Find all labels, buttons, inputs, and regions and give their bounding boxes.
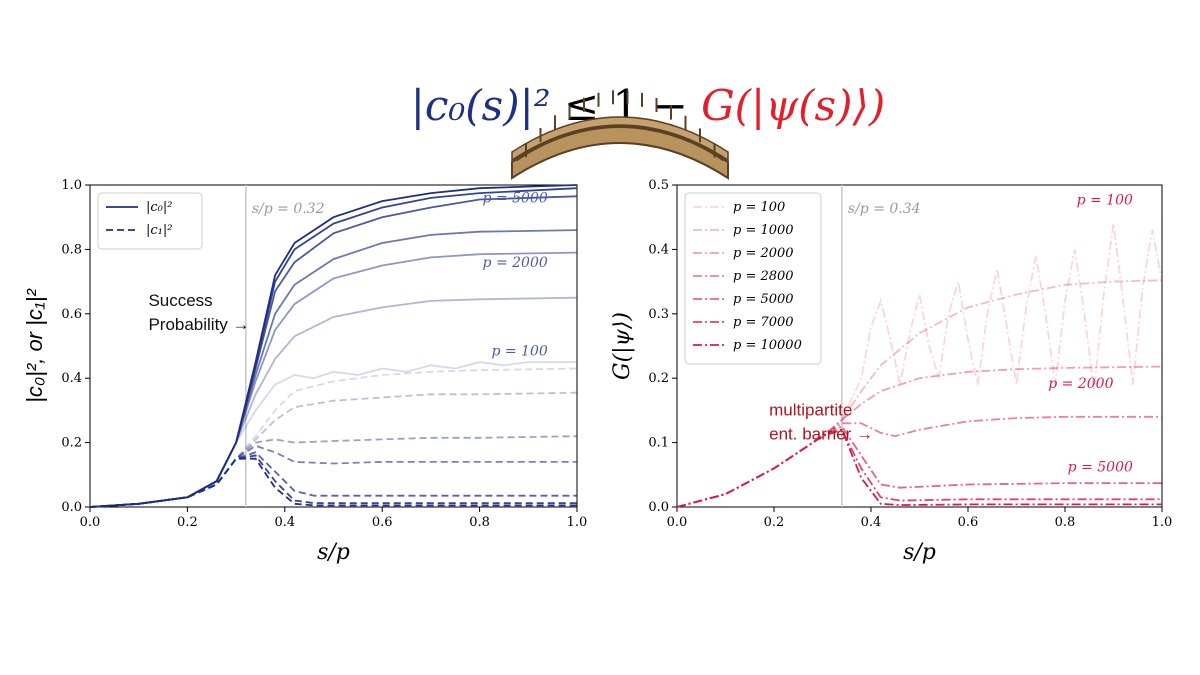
series-line xyxy=(89,457,577,508)
x-tick-label: 0.2 xyxy=(764,515,785,530)
y-tick-label: 0.5 xyxy=(648,178,669,193)
legend-label: p = 100 xyxy=(733,200,785,215)
x-tick-label: 1.0 xyxy=(567,515,588,530)
x-tick-label: 0.0 xyxy=(80,515,101,530)
plot-frame xyxy=(89,184,578,508)
series-line xyxy=(89,444,577,508)
legend-label: p = 10000 xyxy=(733,338,802,353)
series-line xyxy=(89,296,578,508)
legend-label: p = 5000 xyxy=(733,292,794,307)
legend-label: |c₁|² xyxy=(146,223,172,238)
equation-lhs: |c₀(s)|² xyxy=(411,81,551,130)
y-tick-label: 0.8 xyxy=(61,242,82,257)
series-line xyxy=(89,229,578,508)
curve-annotation: p = 100 xyxy=(491,344,547,360)
x-tick-label: 0.4 xyxy=(861,515,882,530)
success-probability-chart: 0.0 0.2 0.4 0.6 0.8 1.0 0.0 0.2 0.4 0.6 0.8 1.0 s/p |… xyxy=(22,178,587,565)
y-tick-label: 0.6 xyxy=(61,307,82,322)
reference-vline-label: s/p = 0.32 xyxy=(252,201,325,217)
series-line xyxy=(676,365,1163,508)
y-axis-label: |c₀|², or |c₁|² xyxy=(22,289,47,403)
legend-label: p = 2800 xyxy=(733,269,794,284)
y-tick-label: 0.2 xyxy=(61,436,82,451)
annotation-text: Success xyxy=(148,291,212,310)
legend-label: p = 2000 xyxy=(733,246,794,261)
legend-label: p = 1000 xyxy=(733,223,794,238)
curve-annotation: p = 5000 xyxy=(483,191,548,207)
curve-annotation: p = 2000 xyxy=(1048,376,1113,392)
series-line xyxy=(89,361,577,508)
x-tick-label: 0.8 xyxy=(1055,515,1076,530)
equation-rhs: G(|ψ(s)⟩) xyxy=(701,81,885,130)
series-line xyxy=(676,428,1162,508)
legend-label: p = 7000 xyxy=(733,315,794,330)
annotation-text: Probability → xyxy=(148,315,249,334)
curve-annotation: p = 100 xyxy=(1077,192,1133,208)
x-tick-label: 0.6 xyxy=(372,515,393,530)
entanglement-chart: 0.0 0.2 0.4 0.6 0.8 1.0 0.0 0.1 0.2 0.3 0.4 0.5 s/p G… xyxy=(610,178,1172,565)
series-line xyxy=(89,435,578,508)
y-tick-label: 0.1 xyxy=(648,436,669,451)
legend-label: |c₀|² xyxy=(146,200,172,215)
y-tick-label: 0.0 xyxy=(648,500,669,515)
curve-annotation: p = 5000 xyxy=(1068,460,1133,476)
series-line xyxy=(89,451,577,508)
y-tick-label: 1.0 xyxy=(61,178,82,193)
arch-bridge-icon xyxy=(511,90,729,180)
x-tick-label: 0.0 xyxy=(667,515,688,530)
x-tick-label: 0.8 xyxy=(469,515,490,530)
title-equation: |c₀(s)|² ≤ 1 − G(|ψ(s)⟩) xyxy=(411,81,885,130)
annotation-text: ent. barrier → xyxy=(769,424,873,443)
series-line xyxy=(89,251,578,508)
plot-frame xyxy=(676,184,1163,508)
y-tick-label: 0.4 xyxy=(648,242,669,257)
series-line xyxy=(676,223,1163,508)
x-tick-label: 0.4 xyxy=(274,515,295,530)
x-tick-label: 1.0 xyxy=(1152,515,1173,530)
series-line xyxy=(89,391,578,508)
series-line xyxy=(89,367,578,508)
y-tick-label: 0.0 xyxy=(61,500,82,515)
y-tick-label: 0.3 xyxy=(648,307,669,322)
x-tick-label: 0.6 xyxy=(958,515,979,530)
reference-vline-label: s/p = 0.34 xyxy=(848,201,921,217)
x-tick-label: 0.2 xyxy=(177,515,198,530)
y-axis-label: G(|ψ⟩) xyxy=(610,312,635,380)
y-tick-label: 0.4 xyxy=(61,371,82,386)
x-axis-label: s/p xyxy=(903,540,936,565)
x-axis-label: s/p xyxy=(317,540,350,565)
y-tick-label: 0.2 xyxy=(648,371,669,386)
annotation-text: multipartite xyxy=(769,400,852,419)
curve-annotation: p = 2000 xyxy=(483,255,548,271)
